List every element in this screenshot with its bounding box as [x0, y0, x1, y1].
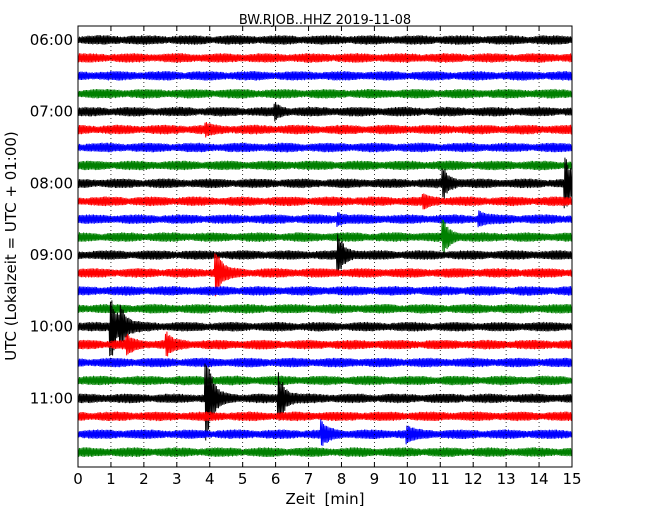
trace-0600	[77, 35, 573, 45]
x-axis-label: Zeit [min]	[285, 490, 364, 508]
x-tick-label: 3	[172, 470, 182, 488]
trace-0930	[77, 286, 573, 296]
trace-0630	[77, 70, 573, 81]
trace-0845	[77, 219, 573, 253]
trace-1045	[77, 375, 573, 386]
trace-0915	[77, 253, 573, 297]
trace-0745	[77, 160, 573, 171]
y-tick-label: 06:00	[30, 31, 73, 49]
y-tick-label: 09:00	[30, 246, 73, 264]
trace-0830	[77, 210, 573, 228]
trace-1015	[77, 331, 573, 357]
trace-1030	[77, 357, 573, 368]
x-tick-label: 10	[398, 470, 417, 488]
x-tick-label: 9	[370, 470, 380, 488]
x-tick-label: 2	[139, 470, 149, 488]
trace-1000	[77, 300, 573, 357]
trace-0700	[77, 101, 573, 122]
y-tick-label: 07:00	[30, 103, 73, 121]
trace-0800	[77, 157, 573, 209]
trace-1100	[77, 363, 573, 441]
trace-0945	[77, 303, 573, 314]
y-tick-label: 08:00	[30, 174, 73, 192]
x-tick-label: 8	[337, 470, 347, 488]
x-tick-label: 7	[304, 470, 314, 488]
y-tick-label: 10:00	[30, 318, 73, 336]
trace-0730	[77, 142, 573, 153]
x-tick-label: 1	[106, 470, 116, 488]
x-tick-label: 4	[205, 470, 215, 488]
trace-1115	[77, 411, 573, 422]
x-tick-label: 11	[431, 470, 450, 488]
y-axis-label: UTC (Lokalzeit = UTC + 01:00)	[2, 131, 20, 361]
x-tick-label: 12	[464, 470, 483, 488]
grid-lines	[110, 26, 540, 467]
plot-frame	[77, 25, 573, 468]
x-tick-label: 15	[562, 470, 581, 488]
x-tick-label: 14	[530, 470, 549, 488]
trace-1130	[77, 419, 573, 446]
x-tick-label: 13	[497, 470, 516, 488]
y-axis: 06:00 07:00 08:00 09:00 10:00 11:00	[30, 31, 572, 407]
trace-0715	[77, 121, 573, 138]
x-tick-label: 6	[271, 470, 281, 488]
traces	[77, 35, 573, 458]
x-tick-label: 5	[238, 470, 248, 488]
trace-1145	[77, 447, 573, 458]
x-axis: 0 1 2 3 4 5 6 7 8 9 10 11 12 13 14 15	[73, 26, 582, 488]
trace-0645	[77, 88, 573, 99]
trace-0815	[77, 193, 573, 210]
x-tick-label: 0	[73, 470, 83, 488]
y-tick-label: 11:00	[30, 389, 73, 407]
trace-0900	[77, 233, 573, 274]
chart-title: BW.RJOB..HHZ 2019-11-08	[239, 13, 411, 28]
trace-0615	[77, 53, 573, 63]
